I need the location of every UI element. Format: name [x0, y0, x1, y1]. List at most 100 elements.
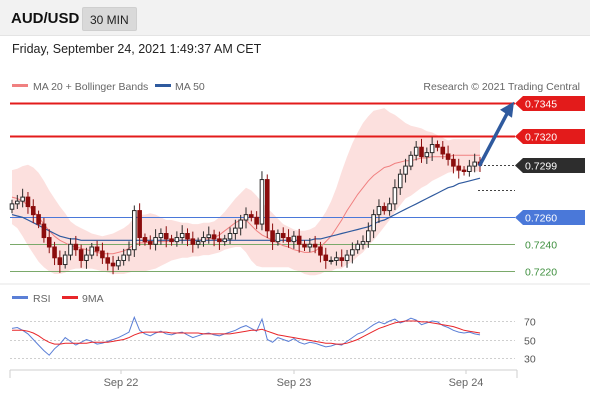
- candle: [350, 242, 355, 264]
- candle: [57, 250, 63, 273]
- candle: [89, 242, 95, 260]
- candle: [408, 151, 414, 171]
- candle: [169, 234, 174, 246]
- candle: [270, 223, 275, 250]
- level-label-box: [515, 96, 585, 111]
- candle: [392, 179, 398, 211]
- ma50-line: [11, 177, 481, 241]
- candle: [264, 174, 270, 239]
- candle: [174, 231, 180, 247]
- candle: [36, 210, 41, 229]
- candle: [249, 210, 254, 222]
- candle: [227, 227, 233, 245]
- candle: [110, 255, 116, 275]
- level-label-0.7260: 0.7260: [515, 210, 585, 225]
- candle: [137, 203, 142, 246]
- level-label-text: 0.7240: [525, 240, 557, 252]
- level-label-0.7320: 0.7320: [515, 129, 585, 144]
- level-label-0.7299: 0.7299: [515, 158, 585, 173]
- arrow-shaft: [478, 111, 509, 167]
- candle: [222, 234, 228, 246]
- candle: [456, 158, 462, 179]
- candle: [190, 231, 196, 253]
- datetime-label: Friday, September 24, 2021 1:49:37 AM CE…: [12, 42, 262, 56]
- candle: [344, 249, 350, 268]
- candle: [206, 226, 212, 244]
- candle: [62, 251, 68, 269]
- bollinger-band-fill: [12, 108, 480, 276]
- candles: [9, 137, 483, 275]
- level-label-text: 0.7320: [525, 132, 557, 144]
- candle: [211, 229, 217, 247]
- candle: [142, 233, 148, 246]
- candle: [461, 166, 467, 176]
- candle: [318, 241, 323, 263]
- rsi-tick-label: 50: [524, 336, 536, 348]
- candle: [445, 145, 451, 166]
- candle: [323, 247, 329, 269]
- candle: [366, 222, 371, 248]
- level-label-text: 0.7299: [525, 161, 557, 173]
- target-arrow: [478, 101, 514, 167]
- candle: [20, 188, 25, 208]
- rsi-tick-label: 30: [524, 354, 536, 366]
- candle: [30, 199, 36, 223]
- candle: [296, 228, 302, 253]
- candle: [472, 153, 477, 173]
- candle: [158, 228, 164, 245]
- level-label-0.7345: 0.7345: [515, 96, 585, 111]
- rsi-legend-swatch: [12, 296, 28, 299]
- candle: [201, 231, 206, 247]
- candle: [105, 252, 111, 271]
- candle: [355, 240, 360, 254]
- rsi-ma9-line: [12, 320, 481, 345]
- candle: [238, 214, 243, 236]
- candle: [259, 171, 265, 231]
- candle: [84, 247, 89, 269]
- level-labels: 0.7345 0.7320 0.7299 0.7260 0.7240 0.7220: [515, 96, 585, 279]
- candle: [387, 197, 392, 216]
- candle: [376, 199, 382, 223]
- x-tick-label: Sep 23: [277, 377, 312, 389]
- chart-legend: MA 20 + Bollinger Bands MA 50 Research ©…: [12, 81, 580, 93]
- candle: [233, 219, 238, 240]
- ma20-legend-swatch: [12, 84, 28, 87]
- candle: [217, 231, 222, 250]
- candle: [185, 228, 190, 247]
- rsi-legend: RSI 9MA: [12, 293, 104, 305]
- candle: [126, 241, 132, 262]
- candle: [360, 235, 366, 250]
- candle: [147, 235, 153, 250]
- ma20-legend-label: MA 20 + Bollinger Bands: [33, 81, 148, 93]
- level-label-0.7220: 0.7220: [525, 267, 557, 279]
- candle: [73, 235, 79, 256]
- candle: [132, 205, 137, 257]
- candle: [334, 251, 339, 266]
- candle: [163, 226, 169, 248]
- candle: [397, 169, 403, 195]
- candle: [78, 244, 84, 268]
- candle: [46, 229, 52, 254]
- candle: [68, 238, 73, 261]
- level-label-text: 0.7345: [525, 99, 557, 111]
- candle: [381, 202, 387, 215]
- candle: [451, 154, 456, 174]
- candle: [254, 211, 259, 230]
- candle: [153, 229, 158, 251]
- timeframe-badge[interactable]: 30 MIN: [82, 7, 137, 31]
- candle: [403, 158, 408, 183]
- candle: [15, 194, 20, 209]
- candle: [275, 229, 281, 246]
- candle: [41, 217, 47, 243]
- candle: [121, 248, 126, 266]
- level-label-box: [515, 210, 585, 225]
- candle: [371, 209, 376, 239]
- candle: [179, 225, 185, 244]
- candle: [302, 240, 307, 252]
- rsi-legend-label: RSI: [33, 293, 51, 305]
- level-label-text: 0.7220: [525, 267, 557, 279]
- candle: [286, 229, 291, 248]
- candle: [52, 241, 57, 266]
- rsi-tick-label: 70: [524, 317, 536, 329]
